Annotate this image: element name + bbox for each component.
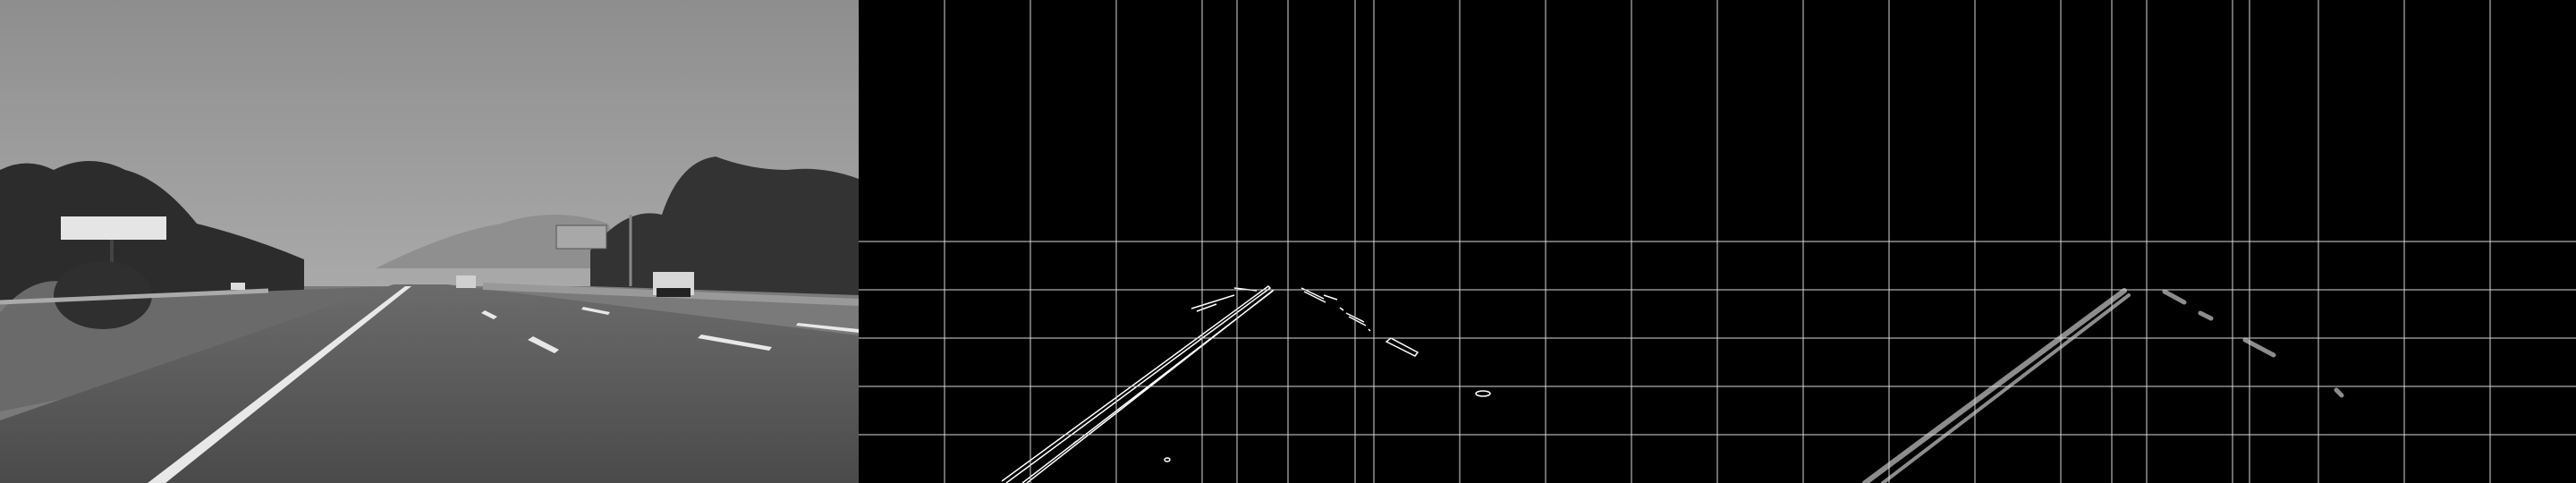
hough-lines-panel <box>1717 0 2576 483</box>
right-lane-edge-1 <box>1301 287 1326 303</box>
left-lane-line <box>148 286 411 483</box>
car-center <box>456 275 476 288</box>
right-lane-edge-2 <box>1345 312 1367 326</box>
hough-right-lane-seg-1 <box>2162 289 2187 305</box>
hough-right-lane-seg-3 <box>2242 337 2276 358</box>
hough-right-lane-seg-4 <box>2334 387 2344 398</box>
highway-sign <box>555 225 607 250</box>
right-lane-edge-3 <box>1385 337 1419 357</box>
right-lane-dashes <box>481 307 859 353</box>
edge-map <box>1001 285 1491 483</box>
edge-detection-panel <box>859 0 1717 483</box>
left-lane-edge-inner <box>1021 289 1275 483</box>
left-noise-edges <box>1191 287 1258 312</box>
left-lane-edge-outer <box>1001 285 1272 483</box>
right-noise-edges <box>1323 294 1371 332</box>
billboard <box>61 216 166 240</box>
road-photo <box>0 0 859 483</box>
hough-left-lane-line-2 <box>1881 293 2131 483</box>
right-trees <box>590 157 859 295</box>
original-image-panel <box>0 0 859 483</box>
hough-left-lane-line <box>1862 288 2127 483</box>
edge-blob-1 <box>1475 390 1491 397</box>
hough-right-lane-seg-2 <box>2198 310 2214 321</box>
edge-blob-2 <box>1164 457 1171 462</box>
hough-map <box>1862 288 2344 483</box>
edge-small-mark <box>1072 440 1078 445</box>
